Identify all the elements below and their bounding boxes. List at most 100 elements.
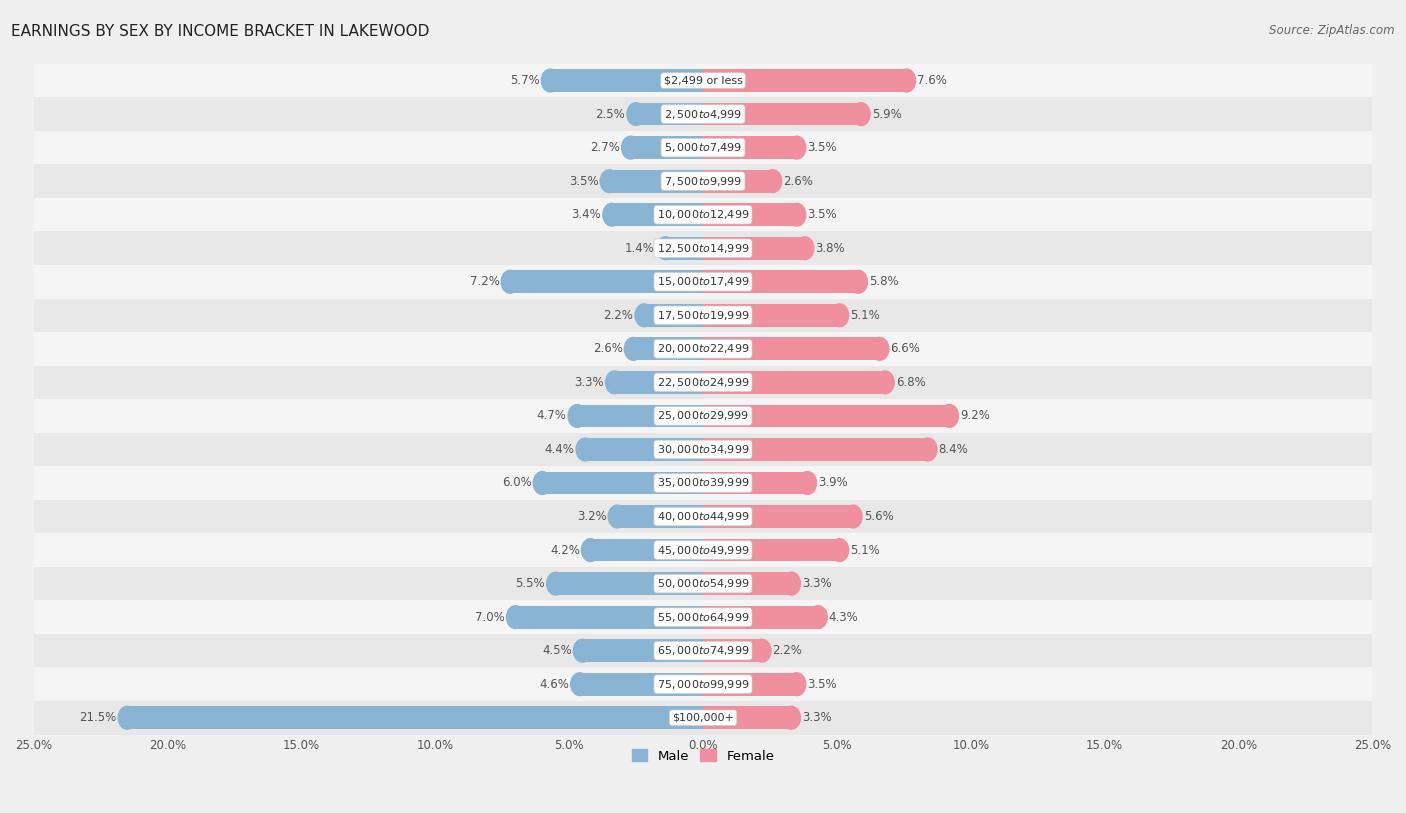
Bar <box>703 639 762 662</box>
Text: 3.5%: 3.5% <box>807 141 837 154</box>
Circle shape <box>787 673 806 696</box>
Text: 1.4%: 1.4% <box>624 241 655 254</box>
Circle shape <box>870 337 889 360</box>
Text: 4.3%: 4.3% <box>830 611 859 624</box>
Bar <box>34 298 1372 332</box>
Circle shape <box>831 304 849 327</box>
Text: Source: ZipAtlas.com: Source: ZipAtlas.com <box>1270 24 1395 37</box>
Bar <box>550 69 703 92</box>
Bar <box>555 572 703 595</box>
Text: 4.6%: 4.6% <box>540 678 569 691</box>
Text: 6.0%: 6.0% <box>502 476 531 489</box>
Text: 5.9%: 5.9% <box>872 107 901 120</box>
Bar <box>703 371 886 393</box>
Text: $15,000 to $17,499: $15,000 to $17,499 <box>657 276 749 289</box>
Text: 8.4%: 8.4% <box>939 443 969 456</box>
Bar <box>609 170 703 193</box>
Bar <box>543 472 703 494</box>
Bar <box>34 500 1372 533</box>
Bar <box>703 673 797 696</box>
Bar <box>34 433 1372 466</box>
Circle shape <box>808 606 827 628</box>
Circle shape <box>831 539 849 562</box>
Circle shape <box>574 639 592 662</box>
Text: 2.2%: 2.2% <box>603 309 633 322</box>
Bar <box>631 137 703 159</box>
Text: 3.8%: 3.8% <box>815 241 845 254</box>
Text: 3.3%: 3.3% <box>801 577 832 590</box>
Text: 2.6%: 2.6% <box>593 342 623 355</box>
Text: $7,500 to $9,999: $7,500 to $9,999 <box>664 175 742 188</box>
Text: $65,000 to $74,999: $65,000 to $74,999 <box>657 644 749 657</box>
Bar <box>703 304 839 327</box>
Circle shape <box>624 337 643 360</box>
Bar <box>34 198 1372 232</box>
Bar <box>617 505 703 528</box>
Circle shape <box>763 170 782 193</box>
Text: 4.4%: 4.4% <box>544 443 575 456</box>
Bar <box>128 706 703 729</box>
Circle shape <box>941 405 959 428</box>
Text: 3.2%: 3.2% <box>576 510 606 523</box>
Text: $45,000 to $49,999: $45,000 to $49,999 <box>657 544 749 557</box>
Bar <box>703 572 792 595</box>
Bar <box>34 634 1372 667</box>
Text: $2,500 to $4,999: $2,500 to $4,999 <box>664 107 742 120</box>
Bar <box>34 164 1372 198</box>
Circle shape <box>844 505 862 528</box>
Bar <box>576 405 703 428</box>
Circle shape <box>568 405 586 428</box>
Bar <box>34 332 1372 366</box>
Text: 3.4%: 3.4% <box>571 208 602 221</box>
Circle shape <box>787 137 806 159</box>
Text: $30,000 to $34,999: $30,000 to $34,999 <box>657 443 749 456</box>
Circle shape <box>787 203 806 226</box>
Circle shape <box>782 706 800 729</box>
Bar <box>591 539 703 562</box>
Text: $55,000 to $64,999: $55,000 to $64,999 <box>657 611 749 624</box>
Bar <box>579 673 703 696</box>
Bar <box>516 606 703 628</box>
Bar <box>34 399 1372 433</box>
Circle shape <box>621 137 640 159</box>
Text: $35,000 to $39,999: $35,000 to $39,999 <box>657 476 749 489</box>
Bar <box>633 337 703 360</box>
Text: $40,000 to $44,999: $40,000 to $44,999 <box>657 510 749 523</box>
Circle shape <box>920 438 936 461</box>
Bar <box>703 337 880 360</box>
Bar <box>703 505 853 528</box>
Circle shape <box>582 539 599 562</box>
Circle shape <box>506 606 524 628</box>
Bar <box>703 706 792 729</box>
Circle shape <box>118 706 136 729</box>
Text: 6.6%: 6.6% <box>890 342 921 355</box>
Bar <box>636 102 703 125</box>
Text: 5.8%: 5.8% <box>869 276 898 289</box>
Text: 5.1%: 5.1% <box>851 309 880 322</box>
Legend: Male, Female: Male, Female <box>626 744 780 768</box>
Bar <box>585 438 703 461</box>
Text: 2.2%: 2.2% <box>773 644 803 657</box>
Text: $10,000 to $12,499: $10,000 to $12,499 <box>657 208 749 221</box>
Text: 2.7%: 2.7% <box>591 141 620 154</box>
Bar <box>703 170 773 193</box>
Text: 5.6%: 5.6% <box>863 510 893 523</box>
Text: 9.2%: 9.2% <box>960 410 990 423</box>
Text: $100,000+: $100,000+ <box>672 713 734 723</box>
Text: 7.6%: 7.6% <box>917 74 948 87</box>
Bar <box>703 102 860 125</box>
Text: 3.5%: 3.5% <box>807 208 837 221</box>
Circle shape <box>603 203 621 226</box>
Circle shape <box>541 69 560 92</box>
Text: $75,000 to $99,999: $75,000 to $99,999 <box>657 678 749 691</box>
Circle shape <box>636 304 654 327</box>
Text: 5.7%: 5.7% <box>510 74 540 87</box>
Text: 5.5%: 5.5% <box>516 577 546 590</box>
Text: 3.3%: 3.3% <box>801 711 832 724</box>
Circle shape <box>752 639 770 662</box>
Bar <box>34 533 1372 567</box>
Text: 3.5%: 3.5% <box>807 678 837 691</box>
Circle shape <box>657 237 675 259</box>
Bar <box>703 137 797 159</box>
Circle shape <box>782 572 800 595</box>
